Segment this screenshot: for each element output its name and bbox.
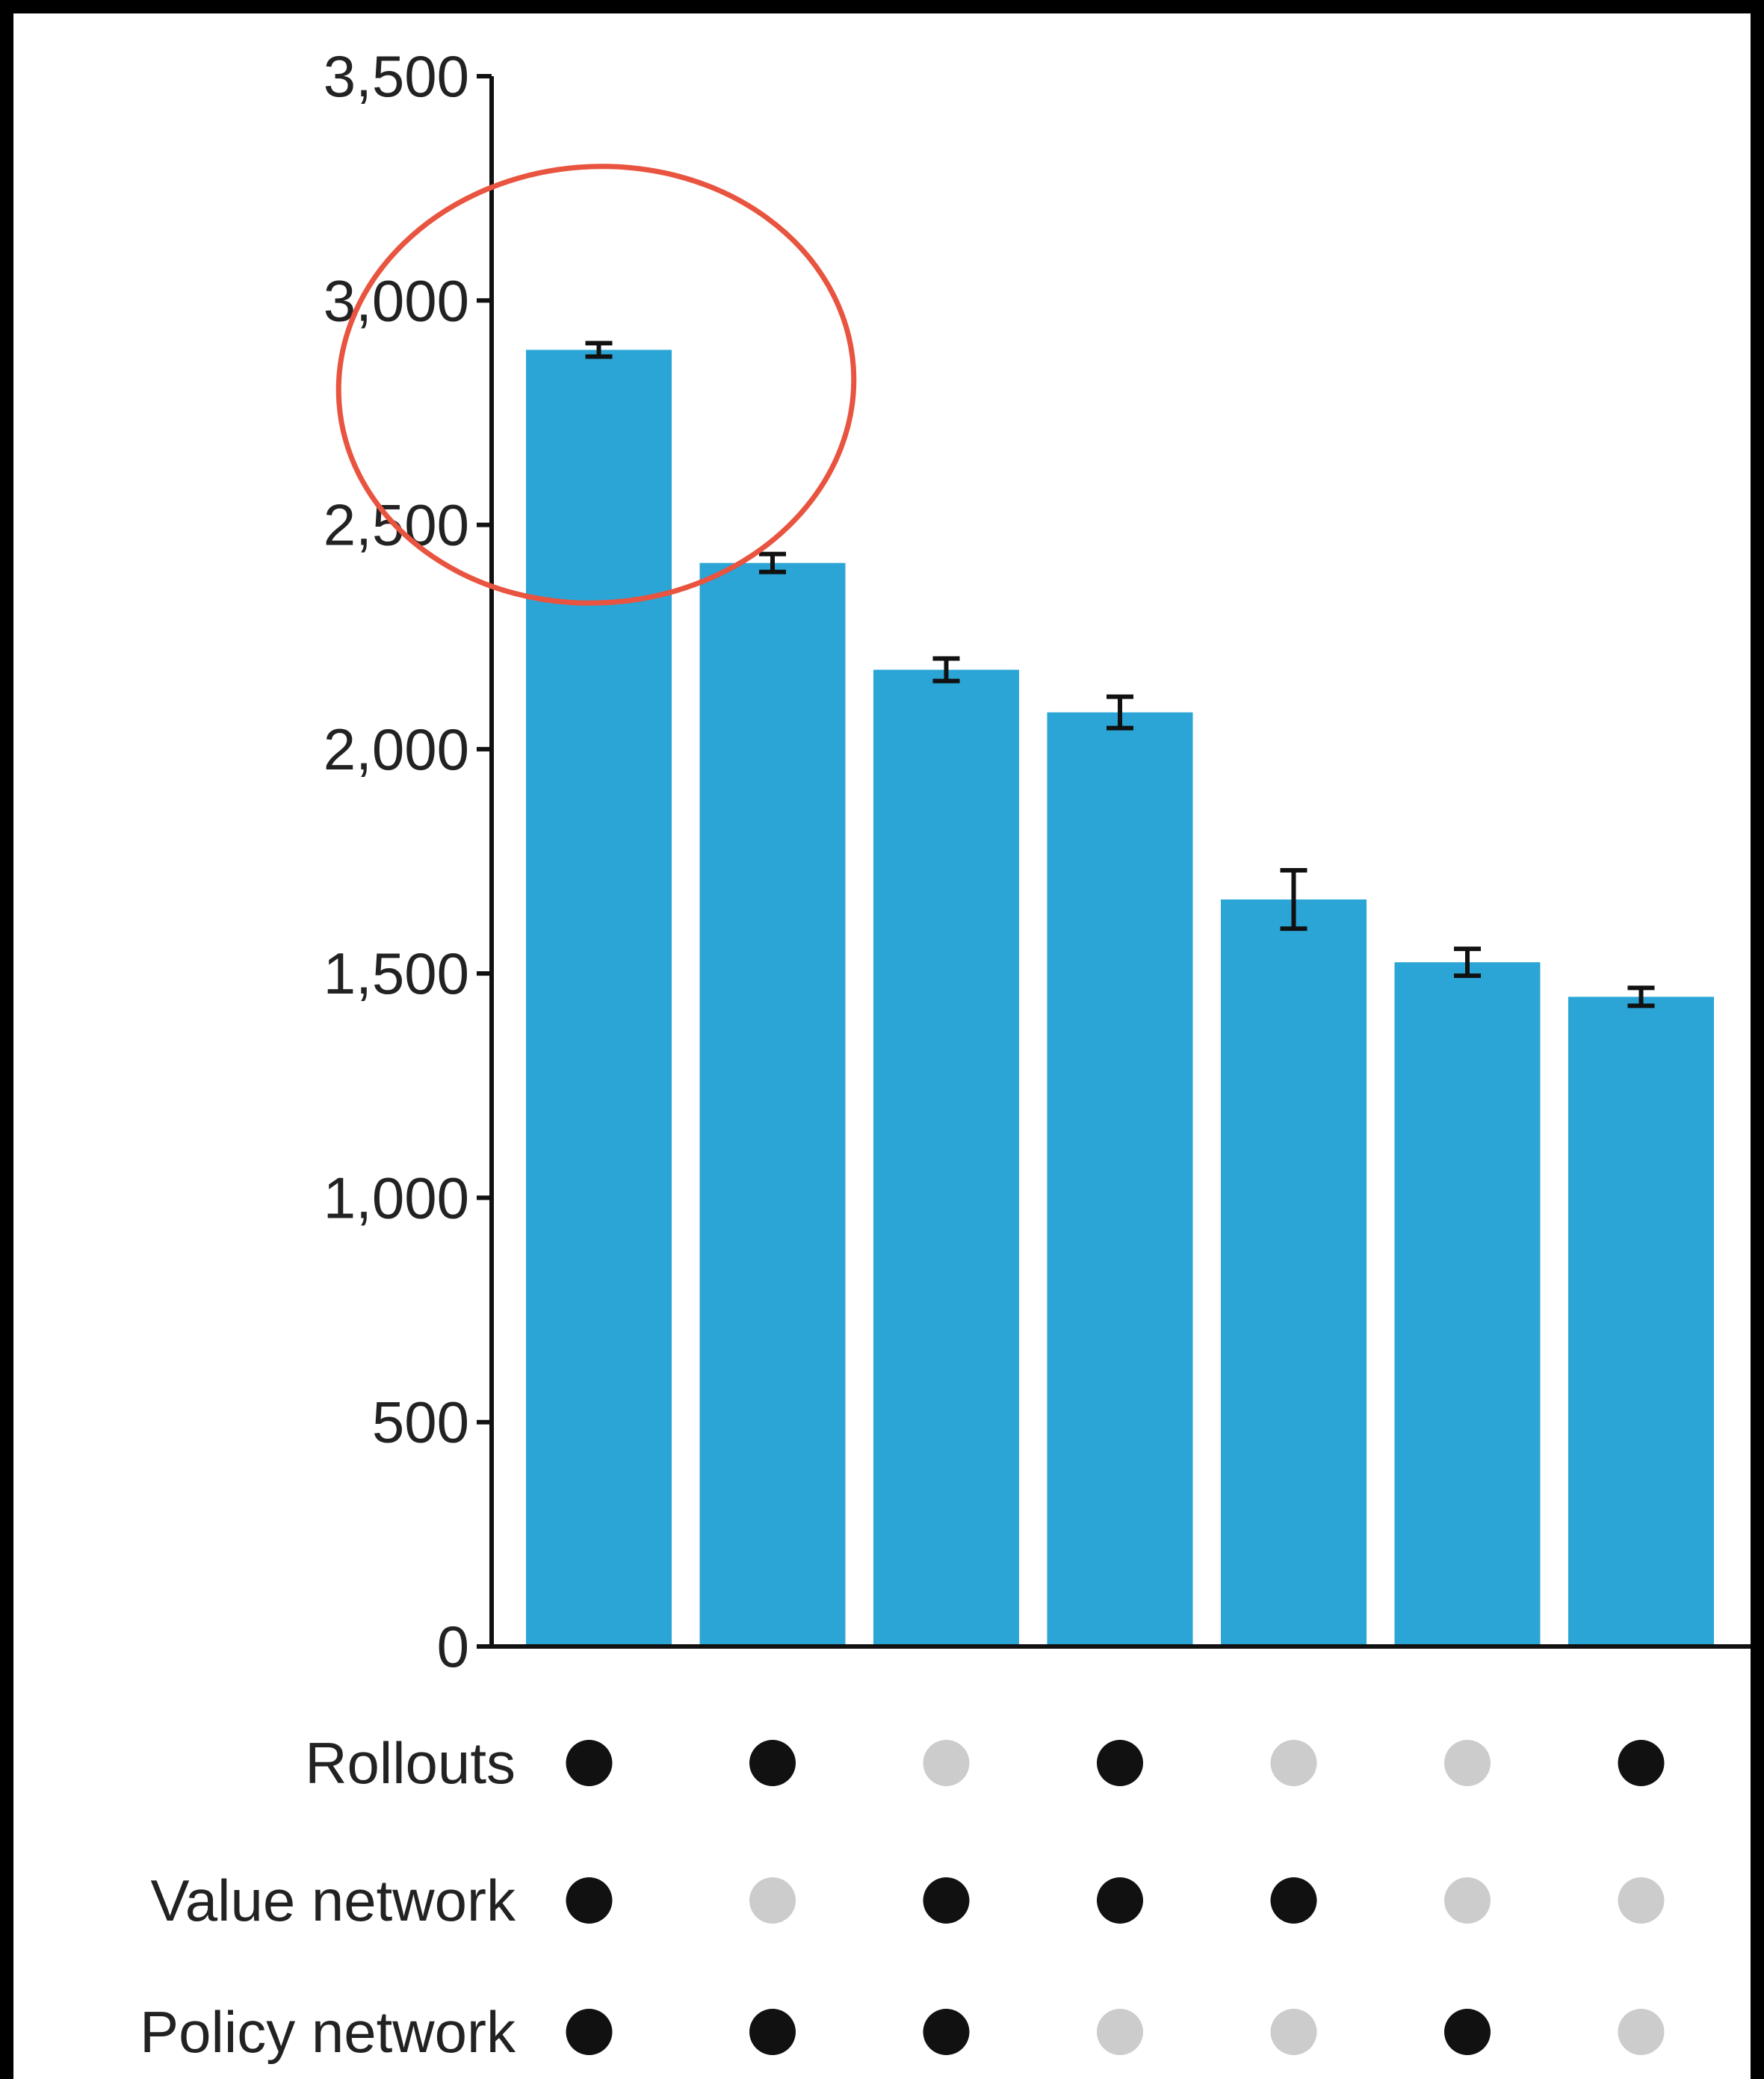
error-bars-layer: [585, 341, 1655, 1008]
config-dot-on: [1270, 1877, 1317, 1924]
config-dot-on: [749, 2009, 796, 2055]
y-tick-label: 500: [372, 1389, 469, 1455]
bar-1: [526, 350, 672, 1646]
y-tick-label: 3,500: [324, 43, 469, 109]
error-bar-6: [1454, 946, 1481, 979]
red-circle-annotation: [335, 164, 857, 606]
error-bar-3: [932, 656, 960, 684]
config-dot-off: [1444, 1877, 1491, 1924]
bar-4: [1047, 712, 1193, 1646]
bar-7: [1568, 997, 1714, 1646]
config-dot-on: [923, 2009, 970, 2055]
config-dot-on: [1097, 1877, 1143, 1924]
axes: [477, 76, 1751, 1649]
error-bar-5: [1280, 868, 1307, 932]
error-bar-4: [1107, 694, 1133, 731]
configuration-matrix: Rollouts Value network Policy network: [140, 1730, 1665, 2065]
error-bar-1: [585, 341, 613, 359]
config-dot-off: [1444, 1740, 1491, 1786]
bars-layer: [526, 350, 1714, 1646]
config-dot-on: [566, 1877, 613, 1924]
config-dot-on: [1444, 2009, 1491, 2055]
config-dot-on: [749, 1740, 796, 1786]
bar-2: [699, 563, 846, 1646]
error-bar-2: [759, 551, 786, 574]
config-dot-on: [566, 1740, 613, 1786]
config-dot-on: [1618, 1740, 1665, 1786]
bar-3: [873, 669, 1019, 1646]
config-dot-on: [566, 2009, 613, 2055]
config-dot-on: [1097, 1740, 1143, 1786]
y-tick-label: 1,500: [324, 941, 469, 1006]
config-dot-off: [749, 1877, 796, 1924]
y-tick-label: 1,000: [324, 1165, 469, 1230]
config-row-label: Rollouts: [305, 1730, 516, 1796]
annotation-layer: [335, 164, 857, 606]
y-tick-label: 2,000: [324, 716, 469, 782]
config-dot-off: [1270, 1740, 1317, 1786]
bar-6: [1394, 962, 1541, 1646]
y-tick-label: 3,000: [324, 267, 469, 333]
config-row-label: Value network: [151, 1868, 516, 1933]
config-dot-off: [1618, 2009, 1665, 2055]
config-dot-on: [923, 1877, 970, 1924]
config-dot-off: [1618, 1877, 1665, 1924]
config-dot-off: [923, 1740, 970, 1786]
config-dot-off: [1270, 2009, 1317, 2055]
bar-5: [1221, 899, 1367, 1646]
config-dot-off: [1097, 2009, 1143, 2055]
chart-panel: 0 500 1,000 1,500 2,000 2,500 3,000 3,500 Rollo…: [13, 13, 1751, 2079]
config-row-label: Policy network: [140, 1999, 516, 2065]
error-bar-7: [1627, 985, 1655, 1008]
y-tick-label: 0: [437, 1614, 469, 1679]
